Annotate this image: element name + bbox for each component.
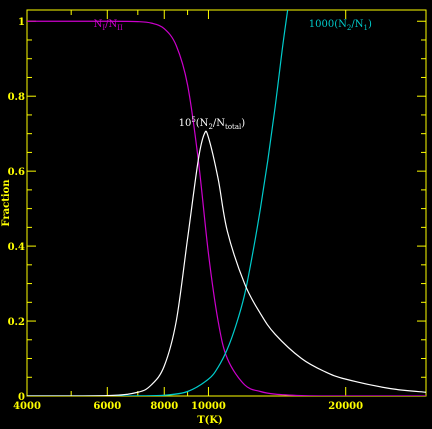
curve-ni-nii — [27, 20, 426, 396]
curve-1e5-n2-ntotal — [27, 130, 426, 396]
label-1000-n2-n1: 1000(N2/N1) — [309, 19, 372, 32]
y-axis-label: Fraction — [1, 179, 12, 227]
x-tick-label: 10000 — [191, 401, 226, 412]
curve-labels: NI/NII 1000(N2/N1) 105(N2/Ntotal) — [94, 19, 372, 131]
x-tick-label: 4000 — [13, 401, 41, 412]
x-tick-label: 6000 — [93, 401, 121, 412]
plot-frame — [26, 9, 427, 397]
x-tick-label: 8000 — [150, 401, 178, 412]
y-tick-label: 0.4 — [8, 242, 25, 253]
y-tick-label: 0 — [18, 392, 25, 403]
curve-1000-n2-n1 — [27, 10, 289, 396]
y-tick-label: 0.8 — [8, 92, 25, 103]
y-tick-label: 0.2 — [8, 317, 25, 328]
y-tick-label: 0.6 — [8, 167, 25, 178]
x-tick-label: 20000 — [328, 401, 363, 412]
label-1e5-n2-ntotal: 105(N2/Ntotal) — [179, 116, 246, 131]
x-axis-label: T(K) — [197, 415, 223, 426]
axis-ticks: 4000 6000 8000 10000 20000 0 0.2 0.4 0.6 0.8 1 — [8, 10, 427, 412]
curves — [27, 10, 426, 396]
label-ni-nii: NI/NII — [94, 19, 123, 32]
y-tick-label: 1 — [18, 17, 25, 28]
